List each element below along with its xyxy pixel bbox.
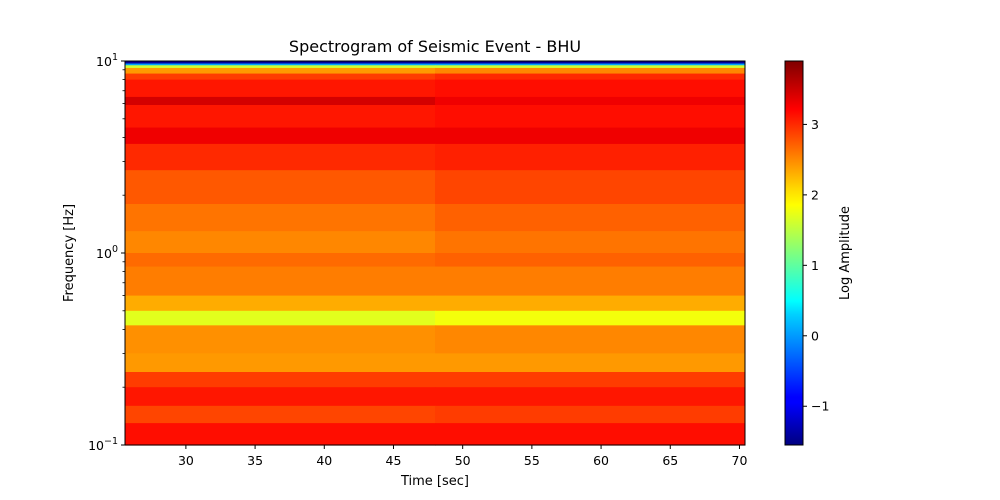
heatmap-cell — [435, 105, 746, 129]
x-axis-label: Time [sec] — [400, 474, 469, 489]
colorbar-axis: −1 0 1 2 3 — [803, 117, 829, 414]
heatmap-cell — [125, 266, 436, 297]
heatmap-cell — [125, 143, 436, 171]
heatmap-cell — [435, 387, 746, 407]
heatmap-cell — [125, 63, 436, 66]
x-axis: 30 35 40 45 50 55 60 65 70 — [178, 445, 748, 468]
x-tick-label: 30 — [178, 453, 194, 468]
heatmap-cell — [435, 127, 746, 145]
heatmap-cell — [125, 325, 436, 354]
heatmap-cell — [435, 266, 746, 297]
heatmap-cell — [435, 67, 746, 75]
heatmap-cell — [435, 65, 746, 69]
heatmap-cell — [125, 353, 436, 373]
colorbar-tick-label: 2 — [811, 187, 819, 202]
chart-title: Spectrogram of Seismic Event - BHU — [289, 37, 581, 56]
heatmap-cell — [435, 170, 746, 205]
x-tick-label: 45 — [386, 453, 402, 468]
heatmap-cell — [125, 73, 436, 81]
x-tick-label: 50 — [455, 453, 471, 468]
heatmap-cell — [125, 65, 436, 69]
heatmap-cell — [435, 143, 746, 171]
heatmap-cell — [125, 387, 436, 407]
heatmap-cell — [435, 79, 746, 98]
colorbar-label: Log Amplitude — [838, 206, 853, 300]
colorbar-tick-label: 0 — [811, 328, 819, 343]
colorbar-tick-label: 1 — [811, 258, 819, 273]
x-tick-label: 40 — [316, 453, 332, 468]
heatmap-cell — [125, 67, 436, 75]
y-tick-label: 100 — [96, 244, 118, 261]
heatmap-cell — [125, 170, 436, 205]
heatmap-cell — [435, 231, 746, 254]
heatmap-cell — [125, 127, 436, 145]
x-tick-label: 60 — [593, 453, 609, 468]
heatmap-cell — [125, 423, 436, 446]
heatmap-cell — [435, 310, 746, 326]
y-axis: 101 100 10−1 — [88, 52, 125, 453]
heatmap-area — [125, 61, 746, 446]
heatmap-cell — [435, 353, 746, 373]
heatmap-cell — [125, 96, 436, 106]
heatmap-cell — [125, 253, 436, 268]
heatmap-cell — [125, 310, 436, 326]
heatmap-cell — [435, 73, 746, 81]
heatmap-cell — [435, 253, 746, 268]
colorbar — [784, 60, 804, 446]
heatmap-cell — [125, 61, 436, 65]
colorbar-tick-label: −1 — [811, 399, 829, 414]
heatmap-cell — [435, 372, 746, 388]
heatmap-cell — [125, 372, 436, 388]
heatmap-cell — [435, 61, 746, 65]
heatmap-cell — [125, 79, 436, 98]
heatmap-cell — [435, 203, 746, 232]
heatmap-cell — [435, 405, 746, 424]
heatmap-cell — [435, 325, 746, 354]
x-tick-label: 35 — [247, 453, 263, 468]
heatmap-cell — [125, 203, 436, 232]
heatmap-cell — [435, 423, 746, 446]
y-tick-label: 10−1 — [88, 436, 118, 453]
x-tick-label: 70 — [732, 453, 748, 468]
heatmap-cell — [125, 295, 436, 312]
heatmap-cell — [125, 231, 436, 254]
heatmap-cell — [435, 96, 746, 106]
y-tick-label: 101 — [96, 52, 118, 69]
colorbar-tick-label: 3 — [811, 117, 819, 132]
heatmap-cell — [435, 295, 746, 312]
x-tick-label: 65 — [662, 453, 678, 468]
heatmap-cell — [125, 105, 436, 129]
heatmap-cell — [125, 405, 436, 424]
heatmap-cell — [435, 63, 746, 66]
y-axis-label: Frequency [Hz] — [62, 204, 77, 302]
x-tick-label: 55 — [524, 453, 540, 468]
